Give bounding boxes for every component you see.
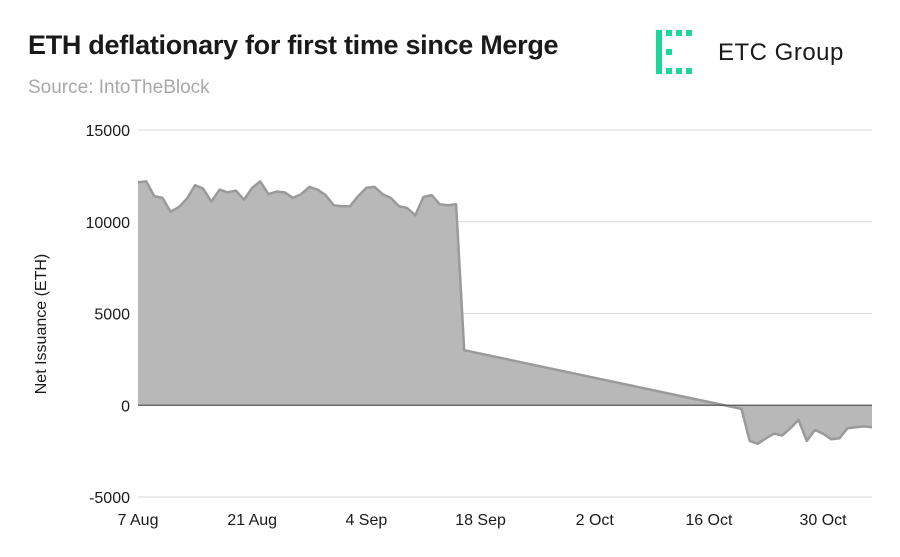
net-issuance-line	[137, 180, 873, 446]
logo-text: ETC Group	[718, 39, 844, 66]
chart-source: Source: IntoTheBlock	[28, 77, 210, 98]
etc-group-logo: ETC Group	[656, 28, 886, 78]
x-tick-label: 16 Oct	[685, 512, 733, 529]
x-tick-labels: 7 Aug 21 Aug 4 Sep 18 Sep 2 Oct 16 Oct 30 Oct	[118, 512, 848, 529]
y-tick-labels: 15000 10000 5000 0 -5000	[86, 123, 131, 507]
logo-block-1	[666, 30, 672, 36]
logo-block-0	[656, 30, 662, 74]
logo-block-5	[676, 68, 682, 74]
x-tick-label: 2 Oct	[576, 512, 615, 529]
y-tick-label: 15000	[86, 123, 131, 140]
x-tick-label: 30 Oct	[799, 512, 847, 529]
x-tick-label: 4 Sep	[345, 512, 387, 529]
logo-block-6	[686, 30, 692, 36]
y-tick-label: 10000	[86, 215, 131, 232]
etc-logo-mark-icon	[656, 30, 692, 74]
x-tick-label: 21 Aug	[227, 512, 277, 529]
logo-block-2	[666, 49, 672, 55]
x-tick-label: 18 Sep	[455, 512, 506, 529]
y-tick-label: 0	[121, 398, 130, 415]
logo-block-4	[676, 30, 682, 36]
net-issuance-area	[138, 181, 872, 444]
y-tick-label: -5000	[89, 490, 130, 507]
logo-block-7	[686, 68, 692, 74]
logo-block-3	[666, 68, 672, 74]
x-tick-label: 7 Aug	[118, 512, 159, 529]
y-tick-label: 5000	[94, 307, 130, 324]
chart-title: ETH deflationary for first time since Me…	[28, 30, 559, 60]
